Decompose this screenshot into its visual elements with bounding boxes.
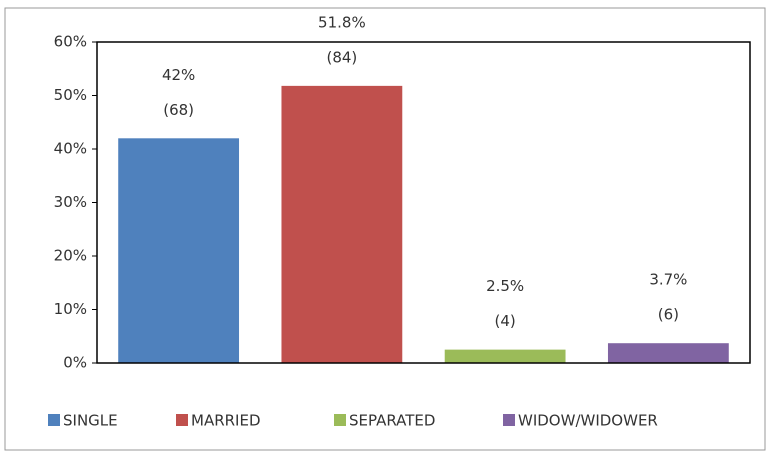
legend-swatch (334, 414, 346, 426)
value-label: 2.5% (486, 277, 524, 295)
y-tick-label: 30% (54, 193, 87, 211)
bar (281, 85, 403, 364)
count-label: (4) (495, 312, 516, 330)
bar (607, 343, 729, 363)
y-tick-label: 0% (63, 354, 87, 372)
bar (444, 349, 566, 363)
count-label: (6) (658, 306, 679, 324)
legend-swatch (503, 414, 515, 426)
y-tick-label: 20% (54, 247, 87, 265)
count-label: (68) (163, 101, 194, 119)
value-label: 3.7% (649, 271, 687, 289)
y-tick-label: 60% (54, 33, 87, 51)
count-label: (84) (326, 48, 357, 66)
y-tick-label: 40% (54, 140, 87, 158)
legend-label: SEPARATED (349, 412, 435, 430)
legend-label: WIDOW/WIDOWER (518, 412, 658, 430)
legend-label: MARRIED (191, 412, 261, 430)
bar (118, 138, 240, 363)
value-label: 51.8% (318, 13, 366, 31)
y-tick-label: 10% (54, 300, 87, 318)
plot-frame (96, 41, 751, 364)
value-label: 42% (162, 66, 195, 84)
legend-label: SINGLE (63, 412, 118, 430)
legend-swatch (48, 414, 60, 426)
legend-swatch (176, 414, 188, 426)
y-tick-label: 50% (54, 86, 87, 104)
